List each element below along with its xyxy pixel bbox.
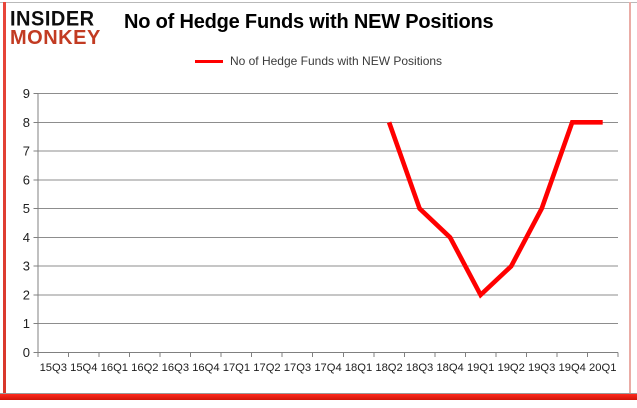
frame-border-bottom-red <box>0 394 637 400</box>
chart-title: No of Hedge Funds with NEW Positions <box>124 11 494 33</box>
x-axis-label: 17Q1 <box>223 362 250 374</box>
x-axis-label: 19Q1 <box>467 362 494 374</box>
y-axis-label: 3 <box>23 259 30 274</box>
frame-border-bottom-line <box>0 393 637 394</box>
legend-label: No of Hedge Funds with NEW Positions <box>229 54 443 68</box>
data-series-line <box>386 120 603 299</box>
legend: No of Hedge Funds with NEW Positions <box>0 54 637 68</box>
logo-monkey-text: MONKEY <box>10 27 101 49</box>
y-axis-label: 2 <box>23 287 30 302</box>
y-axis-label: 4 <box>23 230 30 245</box>
x-axis-label: 17Q2 <box>253 362 280 374</box>
y-axis-label: 5 <box>23 201 30 216</box>
x-axis-label: 18Q2 <box>375 362 402 374</box>
x-axis-label: 19Q3 <box>528 362 555 374</box>
x-axis-label: 16Q2 <box>131 362 158 374</box>
logo-insider-text: INSIDER <box>10 7 95 31</box>
insider-monkey-logo: INSIDER MONKEY <box>10 7 101 49</box>
x-axis-label: 15Q4 <box>70 362 97 374</box>
y-axis-label: 9 <box>23 86 30 101</box>
x-axis-label: 18Q4 <box>436 362 463 374</box>
x-axis-label: 16Q1 <box>101 362 128 374</box>
x-axis-label: 15Q3 <box>40 362 67 374</box>
y-axis-label: 8 <box>23 115 30 130</box>
y-axis-label: 6 <box>23 172 30 187</box>
y-axis-label: 0 <box>23 345 30 360</box>
x-axis-label: 17Q3 <box>284 362 311 374</box>
x-axis-label: 18Q3 <box>406 362 433 374</box>
x-axis-label: 16Q3 <box>162 362 189 374</box>
x-axis-label: 19Q2 <box>497 362 524 374</box>
x-axis-label: 18Q1 <box>345 362 372 374</box>
x-axis-label: 16Q4 <box>192 362 219 374</box>
y-axis-label: 1 <box>23 316 30 331</box>
x-axis-label: 19Q4 <box>559 362 586 374</box>
frame-border-right <box>629 2 631 394</box>
y-axis-label: 7 <box>23 144 30 159</box>
x-axis-label: 20Q1 <box>589 362 616 374</box>
legend-line-swatch <box>194 59 223 63</box>
frame-border-top <box>0 2 637 3</box>
frame-border-left <box>3 2 6 394</box>
x-axis-label: 17Q4 <box>314 362 341 374</box>
